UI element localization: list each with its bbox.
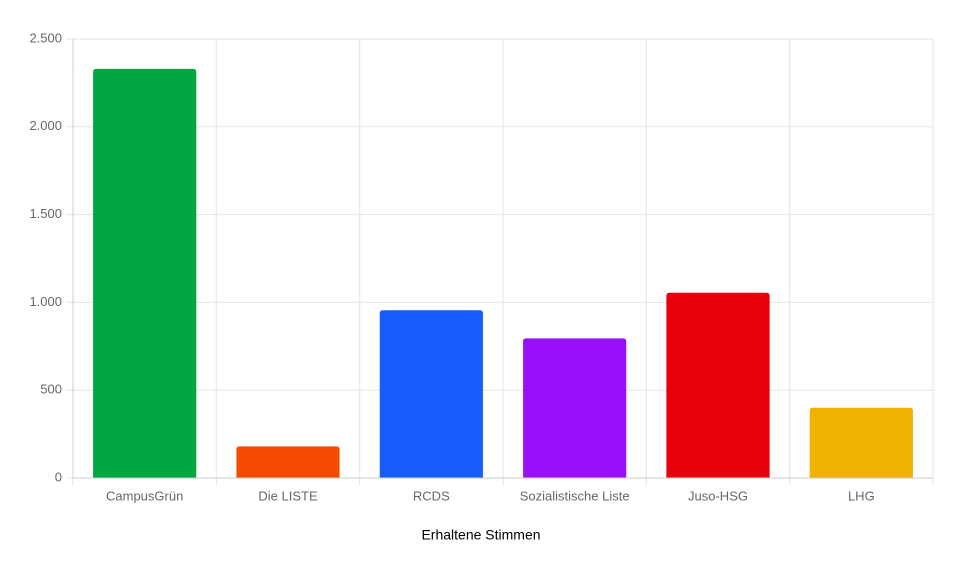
- y-tick-label: 0: [55, 469, 62, 484]
- bar: [809, 407, 913, 478]
- y-tick-label: 1.000: [29, 294, 62, 309]
- y-tick-label: 2.500: [29, 30, 62, 45]
- y-tick-label: 500: [40, 382, 62, 397]
- bar: [666, 292, 770, 478]
- bar: [93, 68, 197, 479]
- x-tick-label: Sozialistische Liste: [520, 488, 630, 503]
- y-tick-label: 2.000: [29, 118, 62, 133]
- x-tick-label: LHG: [848, 488, 875, 503]
- x-tick-label: Die LISTE: [258, 488, 318, 503]
- x-axis-label: Erhaltene Stimmen: [421, 527, 540, 543]
- y-tick-label: 1.500: [29, 206, 62, 221]
- x-tick-label: CampusGrün: [106, 488, 183, 503]
- x-tick-label: RCDS: [413, 488, 450, 503]
- x-tick-label: Juso-HSG: [688, 488, 748, 503]
- bar: [379, 310, 483, 478]
- bar: [236, 446, 340, 478]
- bar: [523, 338, 627, 478]
